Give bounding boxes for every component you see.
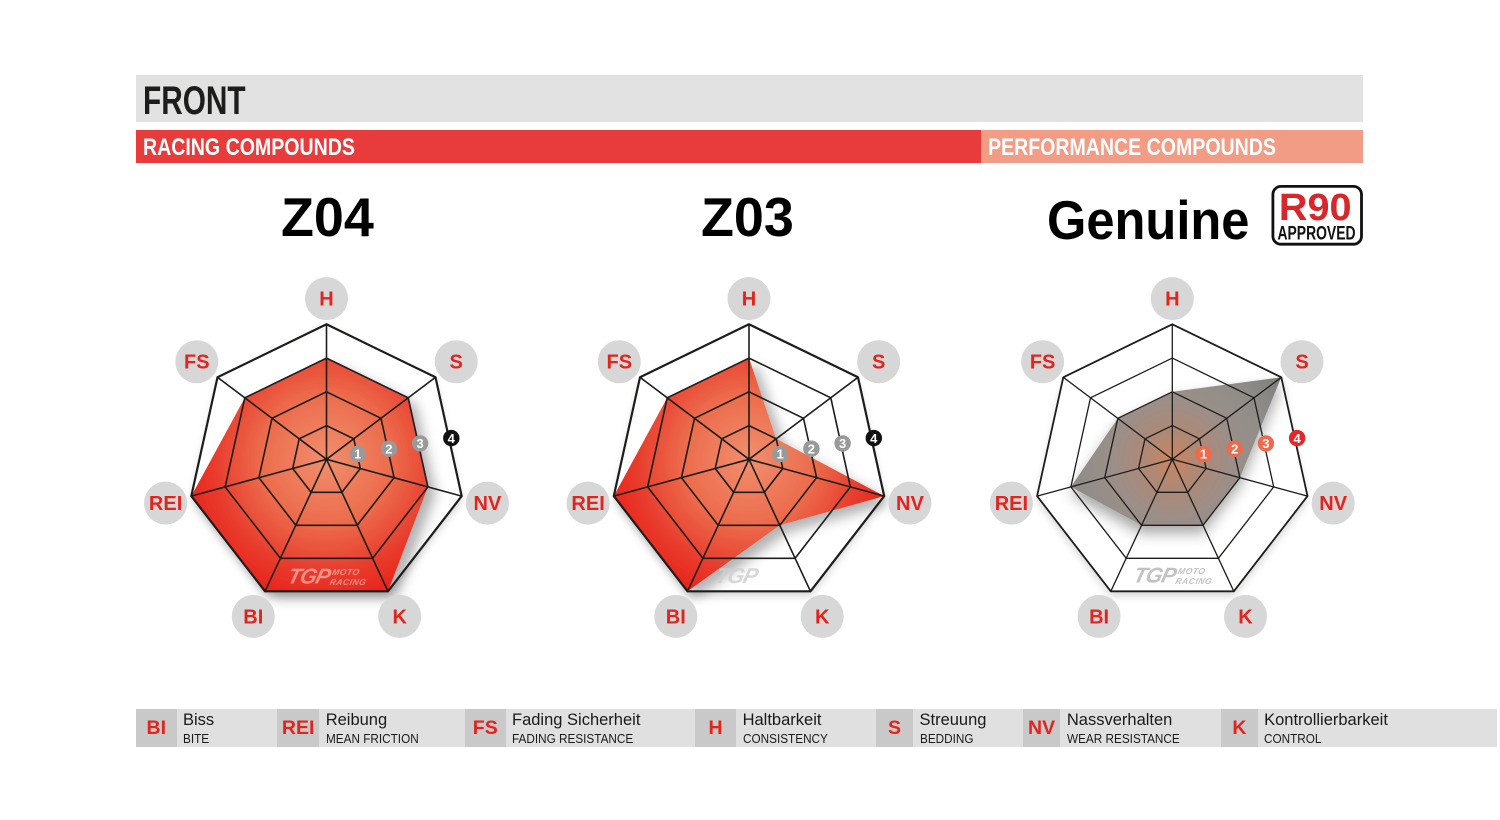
svg-text:MOTO: MOTO xyxy=(331,567,361,577)
svg-text:REI: REI xyxy=(149,493,182,515)
svg-text:TGP: TGP xyxy=(1131,563,1180,588)
svg-text:REI: REI xyxy=(995,493,1028,515)
svg-text:APPROVED: APPROVED xyxy=(1278,223,1356,244)
svg-text:2: 2 xyxy=(808,441,815,456)
svg-text:BI: BI xyxy=(666,606,686,628)
svg-text:FS: FS xyxy=(1030,352,1056,374)
svg-text:REI: REI xyxy=(571,493,604,515)
svg-text:K: K xyxy=(392,606,407,628)
svg-text:4: 4 xyxy=(1293,431,1301,446)
svg-text:BI: BI xyxy=(1089,606,1109,628)
svg-text:H: H xyxy=(1165,289,1179,311)
svg-text:3: 3 xyxy=(416,436,423,451)
svg-text:S: S xyxy=(1295,352,1308,374)
svg-text:NV: NV xyxy=(1319,493,1347,515)
svg-text:4: 4 xyxy=(448,431,456,446)
svg-text:1: 1 xyxy=(777,447,784,462)
svg-text:FS: FS xyxy=(607,352,633,374)
svg-text:S: S xyxy=(450,352,463,374)
svg-text:RACING: RACING xyxy=(1174,576,1213,586)
svg-text:FS: FS xyxy=(184,352,210,374)
svg-text:MOTO: MOTO xyxy=(1177,566,1207,576)
svg-text:4: 4 xyxy=(870,431,878,446)
svg-text:K: K xyxy=(815,606,830,628)
svg-text:RACING: RACING xyxy=(756,577,795,587)
svg-text:1: 1 xyxy=(354,447,361,462)
svg-text:NV: NV xyxy=(474,493,502,515)
svg-text:H: H xyxy=(742,289,756,311)
svg-text:H: H xyxy=(319,289,333,311)
svg-text:NV: NV xyxy=(896,493,924,515)
svg-text:3: 3 xyxy=(839,436,846,451)
svg-text:2: 2 xyxy=(1231,441,1238,456)
svg-text:2: 2 xyxy=(385,441,392,456)
svg-text:TGP: TGP xyxy=(713,563,762,588)
svg-text:MOTO: MOTO xyxy=(759,567,789,577)
svg-text:1: 1 xyxy=(1200,447,1207,462)
svg-text:RACING: RACING xyxy=(329,577,368,587)
svg-text:K: K xyxy=(1238,606,1253,628)
svg-text:TGP: TGP xyxy=(285,564,334,589)
svg-text:S: S xyxy=(872,352,885,374)
svg-text:R90: R90 xyxy=(1279,187,1352,229)
svg-text:3: 3 xyxy=(1262,436,1269,451)
svg-text:BI: BI xyxy=(243,606,263,628)
